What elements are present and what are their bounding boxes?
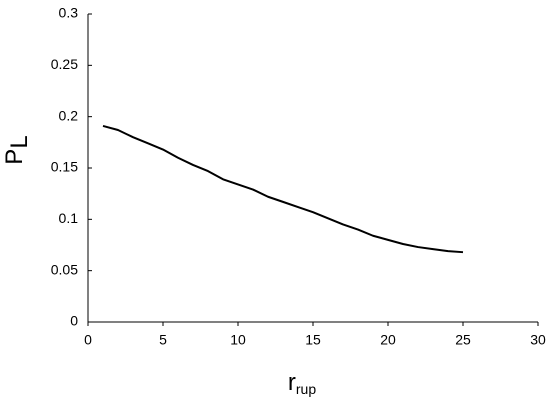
y-tick-label: 0.1	[59, 210, 79, 226]
x-tick-label: 0	[84, 332, 92, 348]
x-tick-label: 15	[305, 332, 321, 348]
x-tick-label: 5	[159, 332, 167, 348]
y-tick-label: 0	[70, 313, 78, 329]
y-tick-label: 0.15	[51, 159, 78, 175]
y-tick-label: 0.3	[59, 5, 79, 21]
x-tick-label: 20	[380, 332, 396, 348]
x-tick-label: 30	[530, 332, 546, 348]
y-axis-label: PL	[1, 135, 33, 164]
y-tick-label: 0.2	[59, 107, 79, 123]
y-tick-label: 0.05	[51, 261, 78, 277]
x-axis-label-sub: rup	[296, 381, 316, 397]
x-tick-label: 25	[455, 332, 471, 348]
y-axis-label-sub: L	[6, 135, 33, 148]
line-series	[102, 124, 464, 254]
y-tick-label: 0.25	[51, 56, 78, 72]
x-tick-label: 10	[230, 332, 246, 348]
y-axis-label-main: P	[1, 149, 28, 165]
x-axis-label-main: r	[288, 369, 296, 396]
x-axis-label: rrup	[288, 369, 316, 396]
